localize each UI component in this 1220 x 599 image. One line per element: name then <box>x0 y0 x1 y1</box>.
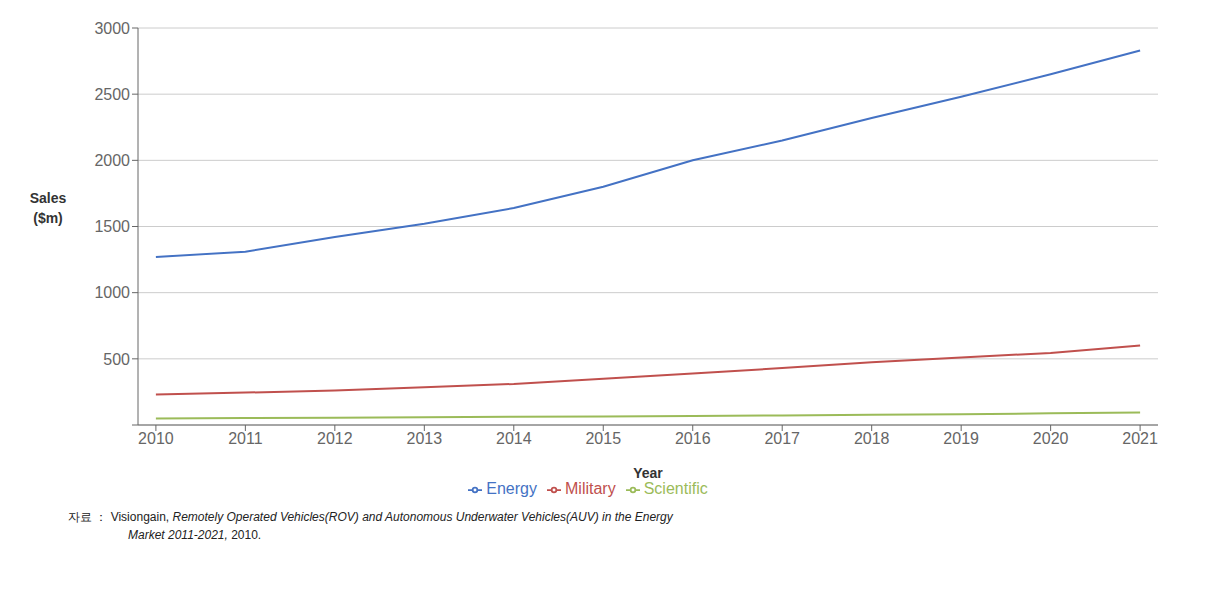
svg-text:2020: 2020 <box>1033 430 1069 447</box>
svg-text:2012: 2012 <box>317 430 353 447</box>
html-text:Scientific: Scientific <box>643 480 708 497</box>
svg-text:2019: 2019 <box>943 430 979 447</box>
svg-text:2017: 2017 <box>764 430 800 447</box>
html-text:Energy: Energy <box>486 480 537 497</box>
svg-text:2021: 2021 <box>1122 430 1158 447</box>
svg-text:2010: 2010 <box>138 430 174 447</box>
svg-text:3000: 3000 <box>94 20 130 37</box>
svg-text:2016: 2016 <box>675 430 711 447</box>
svg-text:2015: 2015 <box>585 430 621 447</box>
svg-text:2011: 2011 <box>228 430 263 447</box>
svg-text:Sales($m): Sales($m) <box>30 190 67 226</box>
svg-text:2500: 2500 <box>94 86 130 103</box>
svg-text:500: 500 <box>103 351 130 368</box>
html-text:Market 2011-2021, 2010.: Market 2011-2021, 2010. <box>128 528 262 542</box>
html-text:자료 ： Visiongain, Remotely Oper: 자료 ： Visiongain, Remotely Operated Vehic… <box>68 510 673 524</box>
svg-text:1500: 1500 <box>94 218 130 235</box>
svg-text:2000: 2000 <box>94 152 130 169</box>
svg-text:Year: Year <box>633 465 663 481</box>
svg-text:1000: 1000 <box>94 284 130 301</box>
svg-text:2014: 2014 <box>496 430 532 447</box>
svg-text:2018: 2018 <box>854 430 890 447</box>
html-text:Military: Military <box>565 480 616 497</box>
svg-text:2013: 2013 <box>407 430 443 447</box>
